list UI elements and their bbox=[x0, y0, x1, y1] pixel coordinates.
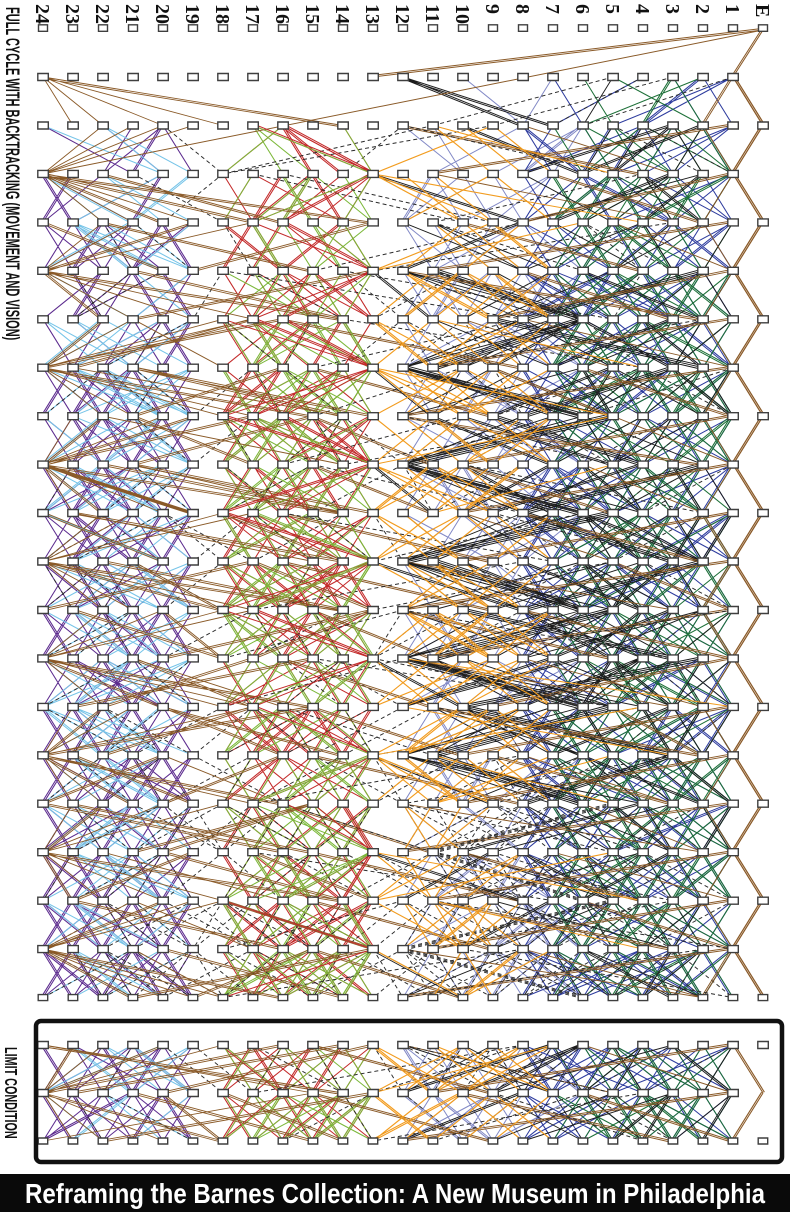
svg-text:1: 1 bbox=[721, 4, 743, 14]
svg-text:7: 7 bbox=[541, 4, 563, 14]
svg-text:22: 22 bbox=[91, 4, 113, 24]
svg-text:3: 3 bbox=[661, 4, 683, 14]
svg-text:4: 4 bbox=[631, 4, 653, 14]
svg-text:16: 16 bbox=[271, 4, 293, 24]
svg-text:18: 18 bbox=[211, 4, 233, 24]
svg-text:8: 8 bbox=[511, 4, 533, 14]
svg-text:14: 14 bbox=[331, 4, 353, 24]
svg-text:6: 6 bbox=[571, 4, 593, 14]
svg-text:20: 20 bbox=[151, 4, 173, 24]
svg-text:12: 12 bbox=[391, 4, 413, 24]
svg-text:5: 5 bbox=[601, 4, 623, 14]
svg-text:10: 10 bbox=[451, 4, 473, 24]
svg-text:15: 15 bbox=[301, 4, 323, 24]
svg-text:23: 23 bbox=[61, 4, 83, 24]
svg-text:24: 24 bbox=[31, 4, 53, 24]
svg-text:FULL CYCLE WITH BACKTRACKING (: FULL CYCLE WITH BACKTRACKING (MOVEMENT A… bbox=[1, 7, 22, 340]
svg-text:13: 13 bbox=[361, 4, 383, 24]
svg-text:17: 17 bbox=[241, 4, 263, 24]
svg-text:11: 11 bbox=[421, 4, 443, 23]
svg-text:19: 19 bbox=[181, 4, 203, 24]
svg-text:21: 21 bbox=[121, 4, 143, 24]
svg-text:2: 2 bbox=[691, 4, 713, 14]
svg-text:Reframing the Barnes Collecti: Reframing the Barnes Collection: A New M… bbox=[25, 1178, 765, 1209]
svg-text:9: 9 bbox=[481, 4, 503, 14]
svg-text:LIMIT CONDITION: LIMIT CONDITION bbox=[0, 1047, 19, 1139]
svg-text:E: E bbox=[751, 4, 773, 17]
